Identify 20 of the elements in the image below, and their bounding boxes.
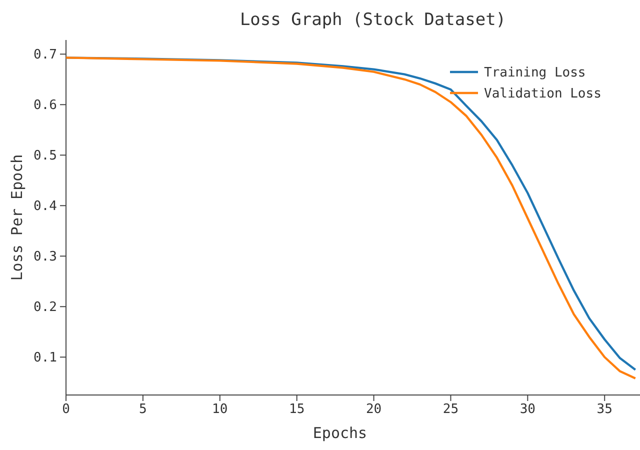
y-tick-label: 0.6 bbox=[34, 98, 57, 113]
x-tick-label: 30 bbox=[520, 402, 536, 418]
chart-title: Loss Graph (Stock Dataset) bbox=[240, 10, 506, 30]
y-tick-label: 0.7 bbox=[34, 47, 57, 62]
y-tick-label: 0.4 bbox=[34, 198, 58, 214]
legend-label: Validation Loss bbox=[484, 86, 602, 102]
x-axis-title: Epochs bbox=[312, 424, 368, 442]
y-tick-label: 0.3 bbox=[34, 249, 57, 264]
x-tick-label: 15 bbox=[289, 402, 305, 418]
y-tick-label: 0.2 bbox=[34, 300, 57, 315]
y-tick-label: 0.5 bbox=[34, 148, 57, 164]
x-tick-label: 10 bbox=[212, 402, 228, 418]
x-tick-label: 0 bbox=[62, 402, 70, 418]
x-tick-label: 35 bbox=[596, 402, 612, 418]
legend-label: Training Loss bbox=[484, 66, 586, 80]
y-tick-label: 0.1 bbox=[34, 350, 57, 366]
x-tick-label: 25 bbox=[442, 402, 459, 418]
x-tick-label: 20 bbox=[366, 402, 382, 418]
x-tick-label: 5 bbox=[139, 402, 147, 418]
y-axis-title: Loss Per Epoch bbox=[8, 154, 26, 281]
